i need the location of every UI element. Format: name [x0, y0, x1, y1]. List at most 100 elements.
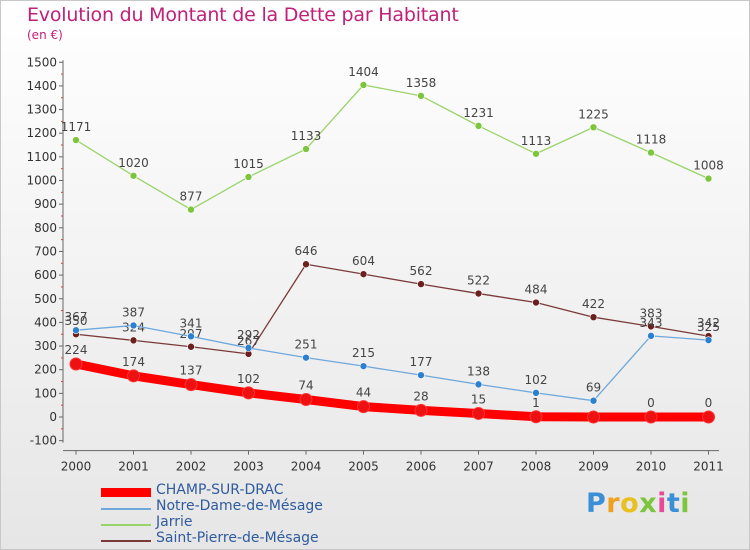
legend-swatch-champ-sur-drac: [101, 488, 151, 497]
data-label: 604: [352, 254, 375, 268]
logo-letter: i: [680, 488, 691, 519]
data-label: 74: [298, 378, 313, 392]
data-point: [532, 149, 540, 158]
data-label: 343: [640, 316, 663, 330]
y-tick-label: 300: [34, 339, 57, 353]
data-label: 251: [295, 338, 318, 352]
data-point: [69, 357, 83, 371]
legend-swatch-notre-dame-de-mesage: [101, 508, 151, 510]
data-label: 1231: [463, 106, 494, 120]
data-point: [417, 280, 425, 288]
x-tick-label: 2003: [233, 460, 264, 474]
data-point: [647, 332, 655, 340]
x-tick-label: 2006: [406, 460, 437, 474]
data-point: [704, 336, 713, 344]
y-tick-label: 700: [34, 244, 57, 258]
data-label: 28: [413, 389, 428, 403]
series-champ-sur-drac: 224 174 137 102 74 44 28 15 1 0 0: [65, 343, 715, 424]
legend-label: CHAMP-SUR-DRAC: [156, 482, 284, 498]
data-label: 1171: [61, 120, 92, 134]
data-point: [187, 332, 195, 341]
data-point: [129, 336, 138, 345]
data-point: [474, 122, 483, 130]
y-tick-label: 400: [34, 315, 57, 329]
data-label: 325: [697, 320, 720, 334]
data-label: 215: [352, 346, 375, 360]
data-point: [72, 136, 80, 144]
y-tick-label: 1200: [26, 126, 57, 140]
logo-letter: P: [586, 488, 607, 519]
x-tick-label: 2011: [693, 460, 724, 474]
x-tick-label: 2001: [118, 460, 149, 474]
data-label: 877: [180, 190, 203, 204]
series-notre-dame-de-m-sage: 367 387 341 292 251 215 177 138 102 69 343 325: [65, 305, 720, 405]
x-tick-label: 2007: [463, 460, 494, 474]
data-label: 69: [586, 381, 601, 395]
y-tick-label: 800: [34, 221, 57, 235]
x-tick-label: 2008: [521, 460, 552, 474]
data-point: [644, 410, 658, 424]
series-saint-pierre-de-m-sage: 350324297267646604562522484422383342: [65, 244, 720, 358]
data-point: [472, 406, 485, 420]
data-label: 0: [647, 396, 655, 410]
data-point: [244, 173, 253, 181]
data-label: 174: [122, 355, 145, 369]
data-label: 137: [180, 364, 203, 378]
data-point: [359, 362, 368, 370]
data-point: [302, 353, 310, 362]
data-label: 562: [410, 264, 433, 278]
legend-label: Saint-Pierre-de-Mésage: [156, 530, 319, 546]
data-label: 367: [65, 310, 88, 324]
data-label: 1008: [693, 159, 724, 173]
data-label: 15: [471, 392, 486, 406]
data-label: 44: [356, 386, 371, 400]
y-tick-label: 500: [34, 292, 57, 306]
logo-letter: o: [620, 488, 640, 519]
legend-label: Notre-Dame-de-Mésage: [156, 498, 323, 514]
data-point: [417, 371, 425, 379]
data-point: [359, 270, 368, 278]
x-tick-label: 2010: [636, 460, 667, 474]
y-tick-label: -100: [30, 434, 57, 448]
data-label: 646: [295, 244, 318, 258]
chart-title: Evolution du Montant de la Dette par Hab…: [27, 4, 459, 26]
data-label: 1: [532, 396, 540, 410]
data-label: 1133: [291, 129, 322, 143]
data-label: 522: [467, 274, 490, 288]
logo-letter: r: [606, 488, 621, 519]
data-label: 138: [467, 364, 490, 378]
data-point: [302, 260, 310, 269]
data-label: 1404: [348, 65, 379, 79]
logo-letter: i: [657, 488, 667, 519]
chart-subtitle: (en €): [27, 28, 63, 42]
data-label: 102: [237, 372, 260, 386]
y-tick-label: 200: [34, 363, 57, 377]
series-line: [75, 263, 710, 355]
y-tick-label: 1100: [26, 150, 57, 164]
data-point: [589, 396, 598, 405]
y-tick-label: 1500: [26, 55, 57, 69]
data-point: [72, 326, 80, 335]
data-point: [359, 81, 368, 89]
data-point: [532, 389, 540, 397]
series-line: [71, 359, 713, 422]
data-label: 177: [410, 355, 433, 369]
logo-letter: t: [666, 488, 681, 519]
data-label: 1015: [233, 157, 264, 171]
data-point: [187, 205, 195, 214]
data-label: 1225: [578, 107, 609, 121]
x-tick-label: 2009: [578, 460, 609, 474]
y-tick-label: 1000: [26, 174, 57, 188]
data-point: [357, 400, 370, 414]
y-tick-label: 900: [34, 197, 57, 211]
data-point: [187, 342, 195, 351]
data-label: 342: [697, 316, 720, 330]
data-point: [299, 392, 313, 406]
data-label: 383: [640, 306, 663, 320]
data-label: 1118: [636, 133, 667, 147]
data-point: [302, 145, 310, 153]
legend-swatch-saint-pierre-de-mesage: [101, 540, 151, 542]
data-point: [129, 321, 138, 330]
data-label: 0: [705, 396, 713, 410]
